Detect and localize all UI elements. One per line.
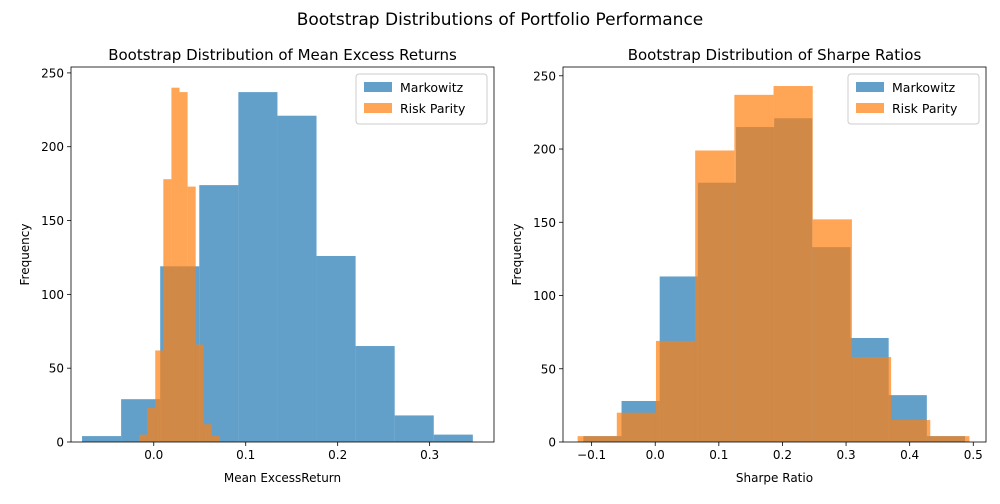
- legend-swatch: [364, 103, 392, 113]
- histogram-bar: [851, 357, 892, 442]
- x-tick-label: 0.3: [420, 448, 439, 462]
- histogram-bar: [82, 436, 122, 442]
- histogram-bar: [179, 92, 188, 443]
- histogram-bar: [163, 179, 172, 443]
- legend-swatch: [364, 82, 392, 92]
- sharpe-x-axis-label: Sharpe Ratio: [736, 471, 813, 485]
- y-tick-label: 250: [41, 66, 64, 80]
- y-tick-label: 200: [41, 140, 64, 154]
- y-tick-label: 0: [548, 436, 556, 450]
- histogram-bar: [655, 340, 696, 442]
- y-tick-label: 0: [56, 436, 64, 450]
- legend-label: Markowitz: [892, 80, 956, 95]
- legend-swatch: [856, 82, 884, 92]
- histogram-bar: [394, 415, 434, 442]
- histogram-bar: [577, 436, 617, 442]
- histogram-bar: [773, 86, 813, 442]
- histogram-bar: [139, 434, 148, 442]
- x-tick-label: 0.1: [709, 448, 728, 462]
- y-tick-label: 150: [41, 214, 64, 228]
- histogram-bar: [812, 219, 852, 442]
- x-tick-label: 0.1: [236, 448, 255, 462]
- returns-y-axis-label: Frequency: [18, 224, 32, 286]
- histogram-bar: [355, 346, 395, 442]
- sharpe-chart-title: Bootstrap Distribution of Sharpe Ratios: [628, 46, 922, 64]
- x-tick-label: 0.2: [773, 448, 792, 462]
- legend-label: Risk Parity: [400, 101, 466, 116]
- legend-label: Risk Parity: [892, 101, 958, 116]
- x-tick-label: 0.0: [144, 448, 163, 462]
- y-tick-label: 50: [541, 362, 556, 376]
- histogram-bar: [238, 92, 278, 443]
- histogram-bar: [433, 434, 473, 442]
- y-tick-label: 250: [533, 69, 556, 83]
- returns-axes-frame: [70, 66, 495, 443]
- returns-chart-title: Bootstrap Distribution of Mean Excess Re…: [108, 46, 457, 64]
- histogram-bar: [155, 350, 164, 442]
- sharpe-histogram-panel: −0.1 0.0 0.1 0.2 0.3 0.4 0.5 0 50 100 150 200 250 Boo…: [510, 46, 987, 485]
- histogram-bar: [171, 87, 180, 443]
- histogram-bar: [616, 412, 656, 442]
- histogram-bar: [695, 150, 735, 442]
- sharpe-risk-parity-series: [577, 86, 970, 442]
- histogram-bar: [277, 115, 317, 443]
- figure-suptitle: Bootstrap Distributions of Portfolio Per…: [297, 10, 704, 30]
- histogram-bar: [891, 420, 931, 442]
- returns-risk-parity-series: [139, 87, 220, 443]
- histogram-bar: [316, 255, 356, 442]
- y-tick-label: 150: [533, 216, 556, 230]
- histogram-bar: [211, 436, 220, 442]
- histogram-bar: [187, 186, 196, 442]
- x-tick-label: 0.4: [900, 448, 919, 462]
- sharpe-legend: Markowitz Risk Parity: [847, 73, 980, 125]
- sharpe-axes-frame: [562, 66, 987, 443]
- returns-markowitz-series: [82, 92, 473, 443]
- returns-x-axis-label: Mean ExcessReturn: [224, 471, 341, 485]
- x-tick-label: 0.2: [328, 448, 347, 462]
- histogram-bar: [734, 94, 774, 442]
- legend-swatch: [856, 103, 884, 113]
- y-tick-label: 50: [49, 362, 64, 376]
- x-tick-label: −0.1: [577, 448, 606, 462]
- x-tick-label: 0.0: [646, 448, 665, 462]
- y-tick-label: 200: [533, 143, 556, 157]
- returns-legend: Markowitz Risk Parity: [355, 73, 488, 125]
- y-tick-label: 100: [533, 289, 556, 303]
- histogram-bar: [203, 424, 212, 442]
- x-tick-label: 0.5: [964, 448, 983, 462]
- y-tick-label: 100: [41, 288, 64, 302]
- histogram-bar: [195, 344, 204, 442]
- sharpe-y-axis-label: Frequency: [510, 224, 524, 286]
- returns-histogram-panel: 0.0 0.1 0.2 0.3 0 50 100 150 200 250 Bootstrap Dis…: [18, 46, 495, 485]
- histogram-bar: [930, 436, 970, 442]
- histogram-bar: [147, 408, 156, 442]
- x-tick-label: 0.3: [837, 448, 856, 462]
- histogram-bar: [199, 185, 239, 442]
- legend-label: Markowitz: [400, 80, 464, 95]
